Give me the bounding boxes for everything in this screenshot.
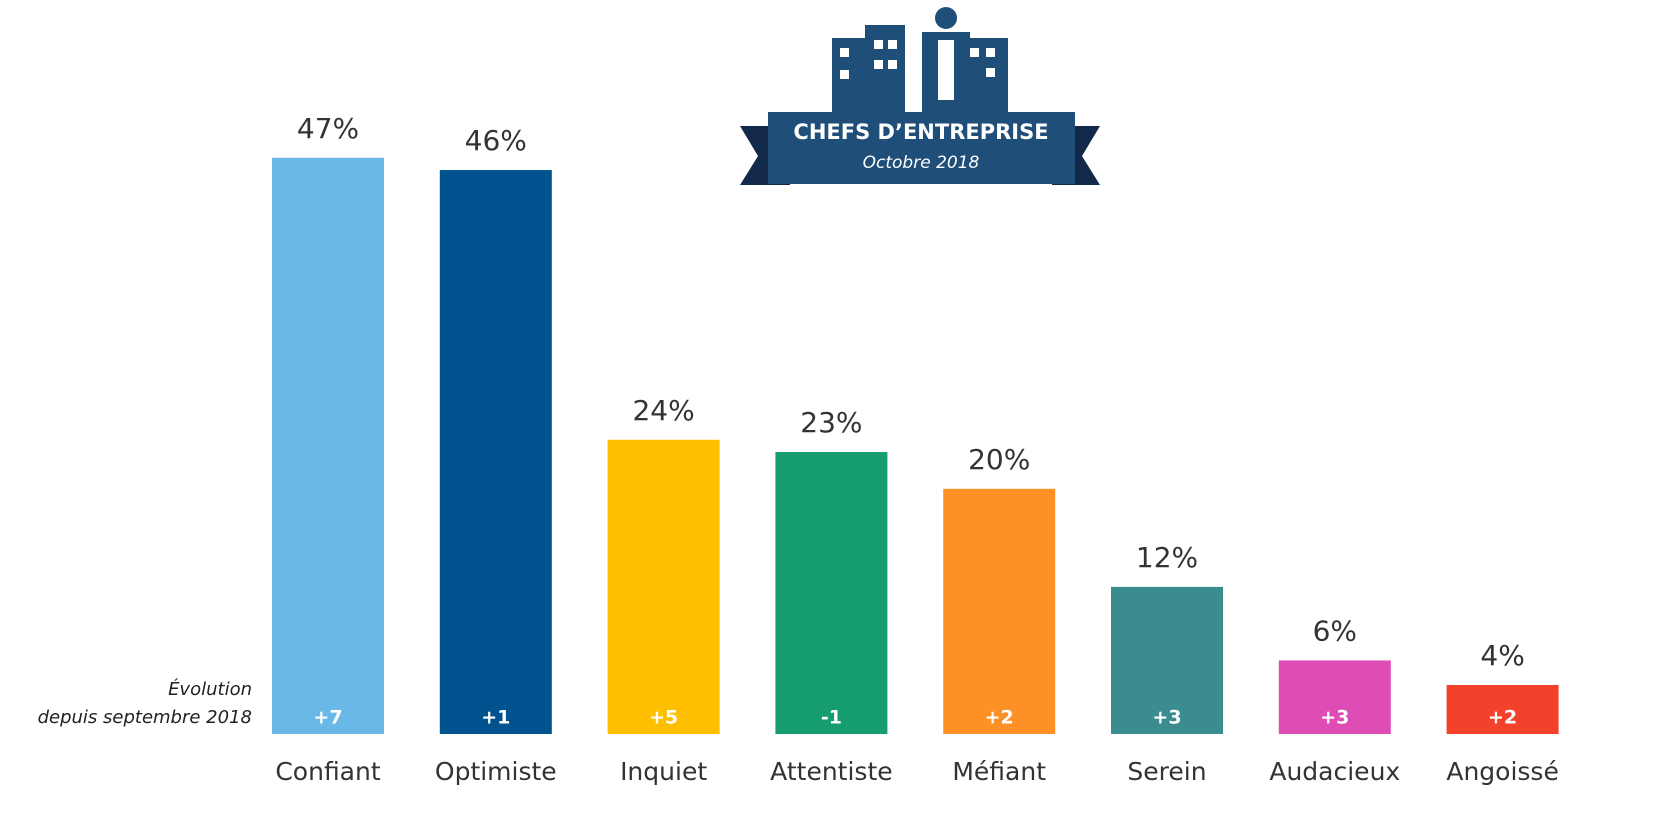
bar [943, 488, 1056, 734]
evolution-value: +1 [481, 707, 510, 729]
evolution-value: -1 [821, 707, 842, 729]
evolution-value: +7 [313, 707, 342, 729]
x-tick-label: Angoissé [1446, 757, 1559, 786]
x-tick-label: Optimiste [435, 757, 557, 786]
badge: CHEFS D’ENTREPRISE Octobre 2018 [740, 7, 1100, 185]
x-tick-label: Méfiant [952, 757, 1046, 786]
evolution-value: +5 [649, 707, 678, 729]
value-label: 4% [1480, 639, 1524, 672]
icon-windows [840, 40, 995, 100]
bar [1446, 684, 1559, 734]
evolution-value: +3 [1152, 707, 1181, 729]
evolution-value: +3 [1320, 707, 1349, 729]
ribbon [768, 112, 1075, 184]
x-tick-label: Inquiet [620, 757, 707, 786]
icon [832, 7, 1008, 112]
value-label: 23% [800, 406, 862, 439]
bar [439, 170, 552, 735]
x-tick-label: Audacieux [1269, 757, 1400, 786]
value-label: 24% [632, 394, 694, 427]
bar [1111, 586, 1223, 734]
evolution-value: +2 [985, 707, 1014, 729]
value-label: 47% [297, 112, 359, 145]
x-tick-label: Serein [1127, 757, 1206, 786]
badge-title: CHEFS D’ENTREPRISE [793, 120, 1048, 144]
value-label: 20% [968, 443, 1030, 476]
bar [272, 157, 384, 734]
x-tick-label: Attentiste [770, 757, 892, 786]
bar [607, 439, 720, 734]
evolution-value: +2 [1488, 707, 1517, 729]
badge-subtitle: Octobre 2018 [863, 153, 980, 173]
evolution-label: Évolution [168, 678, 252, 700]
bar [1278, 660, 1391, 734]
value-label: 12% [1136, 541, 1198, 574]
value-label: 6% [1313, 614, 1357, 647]
x-tick-label: Confiant [275, 757, 381, 786]
bar [775, 452, 888, 734]
evolution-label: depuis septembre 2018 [38, 707, 252, 728]
value-label: 46% [465, 124, 527, 157]
